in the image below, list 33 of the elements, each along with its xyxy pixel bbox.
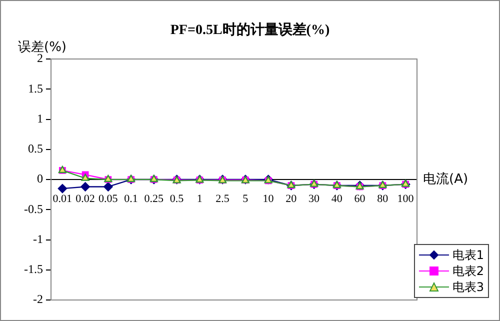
x-tick-label: 1: [196, 192, 202, 205]
x-tick-label: 40: [331, 192, 343, 205]
x-tick-label: 0.02: [76, 192, 95, 205]
y-tick-label: 0.5: [28, 142, 43, 156]
x-tick-label: 0.25: [144, 192, 164, 205]
x-tick-label: 10: [262, 192, 274, 205]
point: [81, 174, 90, 181]
point: [80, 182, 90, 192]
x-tick-label: 5: [242, 192, 249, 205]
y-tick-label: 0: [36, 172, 43, 186]
y-tick-label: 1: [36, 111, 43, 126]
x-tick-label: 0.5: [170, 192, 184, 205]
x-tick-label: 80: [377, 192, 389, 205]
x-axis-title: 电流(A): [423, 170, 468, 187]
y-tick-label: -1: [32, 232, 43, 246]
chart-title: PF=0.5L时的计量误差(%): [169, 21, 331, 39]
point: [58, 184, 68, 194]
legend-label: 电表1: [452, 246, 484, 264]
point: [104, 182, 113, 192]
x-tick-label: 100: [397, 192, 414, 205]
x-tick-label: 0.1: [124, 192, 138, 205]
x-tick-label: 2.5: [216, 192, 230, 205]
x-tick-label: 30: [308, 192, 320, 205]
x-tick-label: 0.01: [52, 192, 72, 205]
y-tick-label: -1.5: [24, 262, 43, 276]
y-tick-label: -2: [32, 292, 43, 306]
x-tick-label: 20: [286, 192, 298, 205]
x-tick-label: 0.05: [98, 192, 118, 205]
legend-label: 电表3: [452, 278, 484, 296]
x-tick-label: 60: [354, 192, 366, 205]
y-tick-label: -0.5: [24, 202, 43, 216]
legend-label: 电表2: [452, 262, 484, 280]
y-tick-label: 1.5: [28, 81, 43, 96]
